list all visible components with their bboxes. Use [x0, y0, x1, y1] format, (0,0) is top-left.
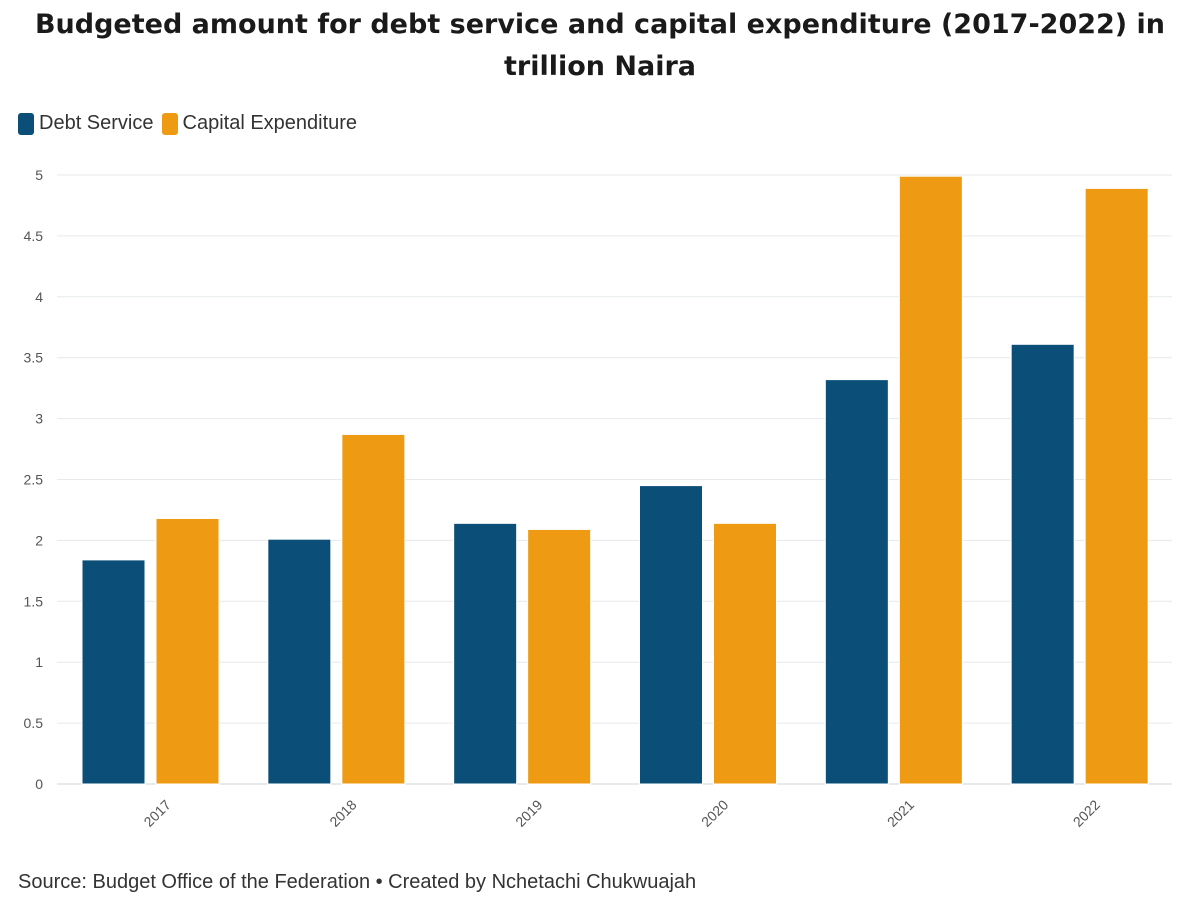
y-tick-label: 5 — [35, 167, 43, 183]
bar-capital-expenditure-2017[interactable] — [155, 517, 220, 785]
bar-capital-expenditure-2022[interactable] — [1084, 187, 1149, 785]
x-tick-label: 2019 — [512, 796, 545, 829]
bar-debt-service-2021[interactable] — [824, 379, 889, 785]
x-tick-label: 2017 — [140, 796, 173, 829]
y-tick-label: 1 — [35, 654, 43, 670]
source-note: Source: Budget Office of the Federation … — [18, 871, 697, 893]
y-tick-label: 4.5 — [24, 228, 44, 244]
bar-capital-expenditure-2019[interactable] — [527, 528, 592, 785]
legend-swatch-debt-service — [18, 112, 34, 135]
bar-debt-service-2020[interactable] — [639, 485, 703, 785]
legend-label-capital-expenditure: Capital Expenditure — [182, 112, 358, 134]
legend-label-debt-service: Debt Service — [39, 112, 154, 134]
bar-capital-expenditure-2021[interactable] — [898, 175, 963, 785]
chart-title: Budgeted amount for debt service and cap… — [34, 9, 1166, 82]
bar-debt-service-2022[interactable] — [1010, 343, 1075, 785]
y-tick-label: 1.5 — [24, 593, 44, 609]
bar-debt-service-2017[interactable] — [81, 559, 146, 785]
legend-item-capital-expenditure[interactable]: Capital Expenditure — [161, 112, 358, 135]
y-tick-label: 0.5 — [24, 715, 44, 731]
bar-debt-service-2019[interactable] — [453, 522, 518, 785]
y-tick-label: 0 — [35, 776, 43, 792]
bar-capital-expenditure-2018[interactable] — [341, 433, 406, 785]
legend: Debt Service Capital Expenditure — [18, 112, 365, 135]
x-tick-label: 2021 — [884, 796, 917, 829]
bar-capital-expenditure-2020[interactable] — [713, 522, 777, 785]
y-tick-label: 3.5 — [24, 350, 44, 366]
legend-item-debt-service[interactable]: Debt Service — [18, 112, 154, 135]
x-tick-label: 2020 — [698, 796, 731, 829]
x-tick-label: 2022 — [1070, 796, 1103, 829]
y-tick-label: 2 — [35, 532, 43, 548]
y-tick-label: 2.5 — [24, 472, 44, 488]
legend-swatch-capital-expenditure — [161, 112, 178, 135]
x-tick-label: 2018 — [326, 796, 359, 829]
y-tick-label: 3 — [35, 411, 43, 427]
y-tick-label: 4 — [35, 289, 43, 305]
bar-debt-service-2018[interactable] — [267, 538, 332, 785]
